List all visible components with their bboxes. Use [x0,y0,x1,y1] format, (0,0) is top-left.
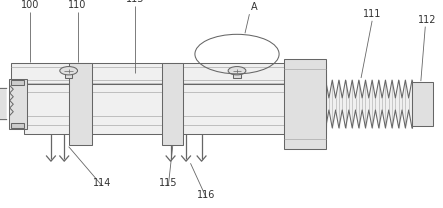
Text: A: A [252,2,258,12]
Bar [284,59,326,149]
Bar [9,79,27,129]
Text: 115: 115 [159,178,178,188]
Text: 113: 113 [126,0,144,4]
Circle shape [60,67,78,75]
Text: 112: 112 [418,15,437,25]
Bar [412,82,433,126]
Text: 100: 100 [21,0,39,10]
Bar [69,63,92,145]
Bar [24,74,326,134]
Text: 114: 114 [93,178,111,188]
Bar [233,71,241,78]
Bar [65,71,72,78]
Bar [11,123,24,128]
Text: 111: 111 [363,9,381,19]
Text: 116: 116 [197,190,215,200]
Bar [162,63,183,145]
Bar [11,80,24,85]
Circle shape [228,67,246,75]
Polygon shape [0,88,7,120]
Bar [11,63,326,84]
Text: 110: 110 [68,0,87,10]
